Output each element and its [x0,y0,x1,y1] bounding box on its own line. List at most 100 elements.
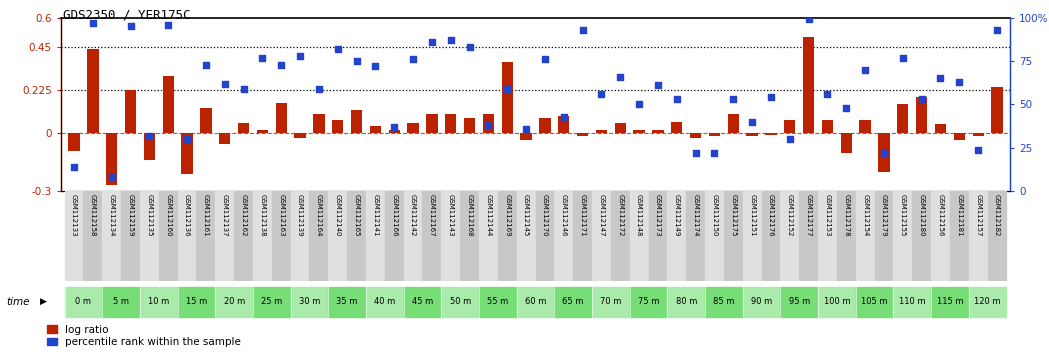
Point [66,164,83,170]
Point [216,81,233,86]
Point [518,126,535,132]
Bar [125,90,136,133]
Point [800,17,817,22]
Text: GSM112137: GSM112137 [221,194,228,236]
Text: GSM112180: GSM112180 [919,194,924,236]
Bar [479,191,498,281]
Bar [291,191,309,281]
Bar [84,191,103,281]
Bar [705,287,743,317]
Bar [837,191,856,281]
Bar [705,191,724,281]
Bar [972,133,984,136]
Bar [87,48,99,133]
Text: GSM112182: GSM112182 [994,194,1000,236]
Point [988,27,1005,33]
Text: GSM112166: GSM112166 [391,194,398,236]
Bar [215,191,234,281]
Bar [728,114,738,133]
Text: 20 m: 20 m [223,297,244,306]
Bar [916,97,927,133]
Bar [690,133,702,138]
Point [386,124,403,130]
Point [329,46,346,52]
Bar [181,133,193,174]
Bar [954,133,965,140]
Text: GSM112168: GSM112168 [467,194,473,236]
Point [348,58,365,64]
Bar [535,191,554,281]
Bar [766,133,776,135]
Text: GSM112167: GSM112167 [429,194,435,236]
Point [405,57,422,62]
Bar [785,120,795,133]
Bar [539,118,551,133]
Bar [517,191,535,281]
Point [687,150,704,156]
Text: GSM112146: GSM112146 [561,194,566,236]
Bar [897,104,908,133]
Bar [257,131,269,133]
Bar [743,287,780,317]
Point [838,105,855,111]
Text: GSM112178: GSM112178 [843,194,850,236]
Point [593,91,609,97]
Point [443,38,459,43]
Text: GSM112152: GSM112152 [787,194,793,236]
Bar [991,87,1003,133]
Point [367,63,384,69]
Text: 80 m: 80 m [676,297,697,306]
Point [630,102,647,107]
Text: GSM112159: GSM112159 [128,194,133,236]
Bar [328,287,366,317]
Bar [821,120,833,133]
Text: GSM112150: GSM112150 [711,194,718,236]
Bar [423,191,442,281]
Bar [592,191,611,281]
Bar [762,191,780,281]
Bar [780,287,818,317]
Point [159,22,176,28]
Point [424,39,441,45]
Bar [314,114,324,133]
Bar [253,191,272,281]
Bar [426,114,437,133]
Bar [144,133,155,160]
Bar [309,191,328,281]
Text: 75 m: 75 m [638,297,659,306]
Bar [366,287,404,317]
Legend: log ratio, percentile rank within the sample: log ratio, percentile rank within the sa… [47,325,241,347]
Bar [818,191,837,281]
Bar [667,287,705,317]
Bar [520,133,532,140]
Text: GSM112157: GSM112157 [976,194,981,236]
Text: GSM112179: GSM112179 [881,194,887,236]
Bar [272,191,291,281]
Bar [333,120,343,133]
Text: GSM112154: GSM112154 [862,194,869,236]
Bar [177,191,196,281]
Text: GSM112153: GSM112153 [825,194,831,236]
Bar [366,191,385,281]
Text: GSM112175: GSM112175 [730,194,736,236]
Bar [498,191,517,281]
Text: GSM112164: GSM112164 [316,194,322,236]
Text: GSM112173: GSM112173 [655,194,661,236]
Point [744,119,761,125]
Text: 100 m: 100 m [823,297,850,306]
Text: 95 m: 95 m [789,297,810,306]
Point [178,136,195,142]
Text: GSM112181: GSM112181 [957,194,962,236]
Text: GSM112145: GSM112145 [523,194,529,236]
Bar [369,126,381,133]
Bar [295,133,305,138]
Text: 115 m: 115 m [937,297,963,306]
Bar [596,131,607,133]
Point [197,62,214,67]
Text: GSM112148: GSM112148 [636,194,642,236]
Bar [65,191,84,281]
Bar [802,37,814,133]
Bar [163,75,174,133]
Point [914,96,930,102]
Point [649,82,666,88]
